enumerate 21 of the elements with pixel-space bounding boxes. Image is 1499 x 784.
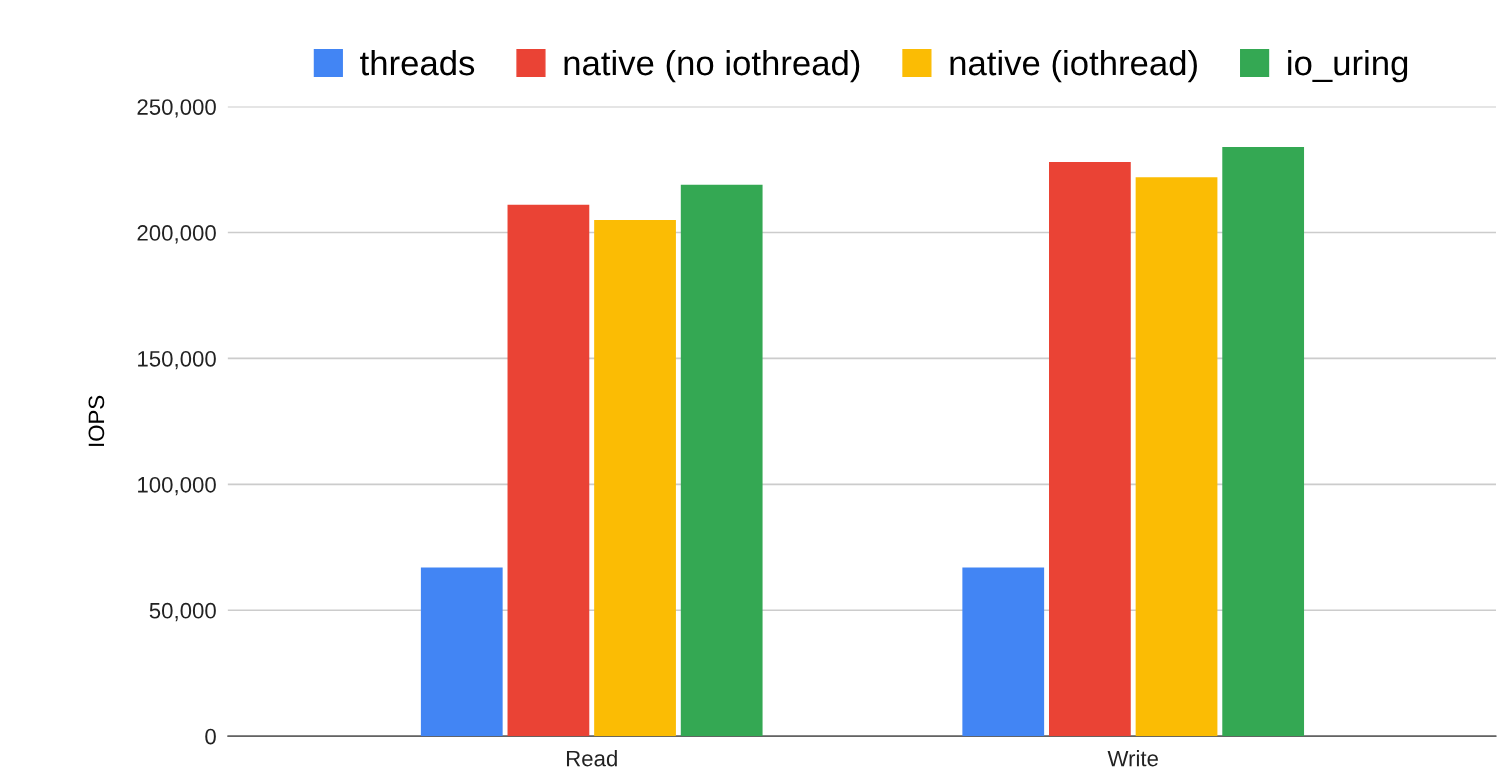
y-tick-label: 200,000 [137,225,216,244]
legend-label: native (no iothread) [564,49,860,83]
y-tick-label: 0 [205,728,216,745]
bar [1222,146,1305,737]
bar [680,184,763,737]
bar [420,567,503,737]
bar [962,567,1045,737]
y-tick-label: 50,000 [149,602,216,622]
legend-label: io_uring [1288,49,1408,83]
bar [594,219,676,737]
x-tick-label: Write [1107,750,1158,767]
bar [1049,162,1131,737]
legend-label: threads [360,49,475,76]
x-tick-label: Read [566,750,617,767]
bar [1135,177,1218,737]
y-tick-label: 150,000 [138,350,216,370]
y-tick-label: 100,000 [138,476,216,496]
y-tick-label: 250,000 [137,99,216,118]
bar [507,204,590,737]
legend-label: native (iothread) [950,49,1197,83]
y-axis-title: IOPS [88,395,105,446]
